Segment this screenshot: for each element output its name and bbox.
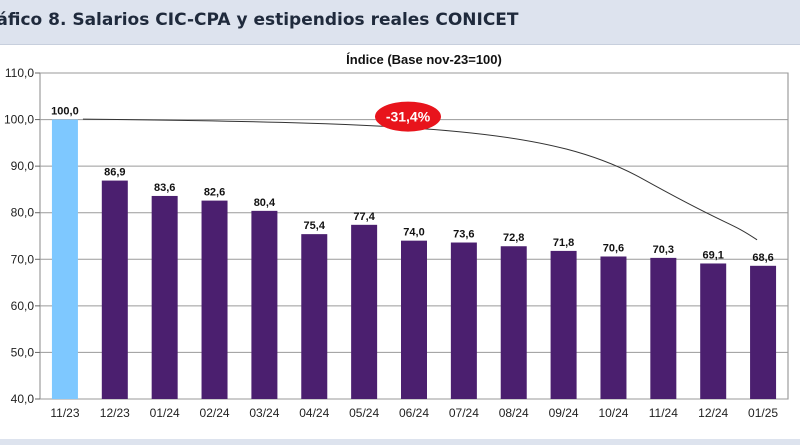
bar <box>351 224 378 399</box>
data-label: 86,9 <box>104 167 125 179</box>
x-tick-label: 07/24 <box>449 406 479 420</box>
y-tick-label: 80,0 <box>11 206 35 220</box>
data-label: 74,0 <box>403 227 424 239</box>
bar <box>500 246 527 399</box>
y-tick-label: 90,0 <box>11 159 35 173</box>
data-label: 71,8 <box>553 237 574 249</box>
bar <box>650 257 677 399</box>
y-tick-label: 70,0 <box>11 252 35 266</box>
data-label: 82,6 <box>204 187 225 199</box>
x-tick-label: 12/23 <box>100 406 130 420</box>
data-labels: 100,0 86,9 83,6 82,6 80,4 75,4 77,4 74,0 73,6 72,… <box>51 106 774 264</box>
x-tick-label: 03/24 <box>249 406 279 420</box>
bar <box>700 263 727 399</box>
x-tick-label: 06/24 <box>399 406 429 420</box>
data-label: 70,6 <box>603 242 624 254</box>
y-tick-label: 40,0 <box>11 392 35 406</box>
x-tick-label: 11/24 <box>649 406 678 420</box>
title-bar: ráfico 8. Salarios CIC-CPA y estipendios… <box>0 0 800 45</box>
bar <box>550 250 577 399</box>
chart-title: Índice (Base nov-23=100) <box>346 52 502 67</box>
data-label: 80,4 <box>254 197 276 209</box>
bar <box>600 256 627 399</box>
x-tick-label: 02/24 <box>200 406 230 420</box>
data-label: 75,4 <box>304 220 326 232</box>
bar <box>301 234 328 399</box>
bar <box>51 119 78 400</box>
data-label: 83,6 <box>154 182 175 194</box>
y-tick-label: 110,0 <box>5 66 34 80</box>
x-tick-label: 12/24 <box>698 406 728 420</box>
data-label: 70,3 <box>653 244 674 256</box>
bar <box>401 240 427 399</box>
bottom-bar <box>0 439 800 445</box>
data-label: 77,4 <box>353 211 375 223</box>
y-tick-label: 100,0 <box>4 113 34 127</box>
data-label: 69,1 <box>702 249 723 261</box>
trend-curve <box>82 118 758 241</box>
bar <box>201 200 228 399</box>
y-tick-label: 60,0 <box>11 299 35 313</box>
y-axis-ticks: 40,0 50,0 60,0 70,0 80,0 90,0 100,0 110,0 <box>4 66 34 406</box>
x-tick-label: 10/24 <box>598 406 628 420</box>
x-tick-label: 08/24 <box>499 406 529 420</box>
bar <box>101 180 128 399</box>
x-tick-label: 01/25 <box>748 406 778 420</box>
callout-ellipse <box>375 101 441 132</box>
bar <box>251 210 278 399</box>
bars <box>51 119 777 400</box>
bar <box>151 195 178 399</box>
x-tick-label: 09/24 <box>549 406 579 420</box>
bar-chart: Índice (Base nov-23=100) 40,0 50,0 60,0 70,… <box>4 52 789 420</box>
x-axis-ticks: 11/23 12/23 01/24 02/24 03/24 04/24 05/24 06/24… <box>50 406 778 420</box>
data-label: 100,0 <box>51 106 79 118</box>
x-tick-label: 11/23 <box>50 406 79 420</box>
y-tick-label: 50,0 <box>11 345 35 359</box>
data-label: 72,8 <box>503 232 524 244</box>
x-tick-label: 01/24 <box>150 406 180 420</box>
trend-annotation: -31,4% <box>82 101 758 241</box>
x-tick-label: 04/24 <box>299 406 329 420</box>
data-label: 73,6 <box>453 229 474 241</box>
figure-title: ráfico 8. Salarios CIC-CPA y estipendios… <box>0 10 519 30</box>
bar <box>450 242 477 399</box>
callout-label: -31,4% <box>386 109 431 125</box>
x-tick-label: 05/24 <box>349 406 379 420</box>
bar <box>750 265 777 399</box>
data-label: 68,6 <box>752 252 773 264</box>
